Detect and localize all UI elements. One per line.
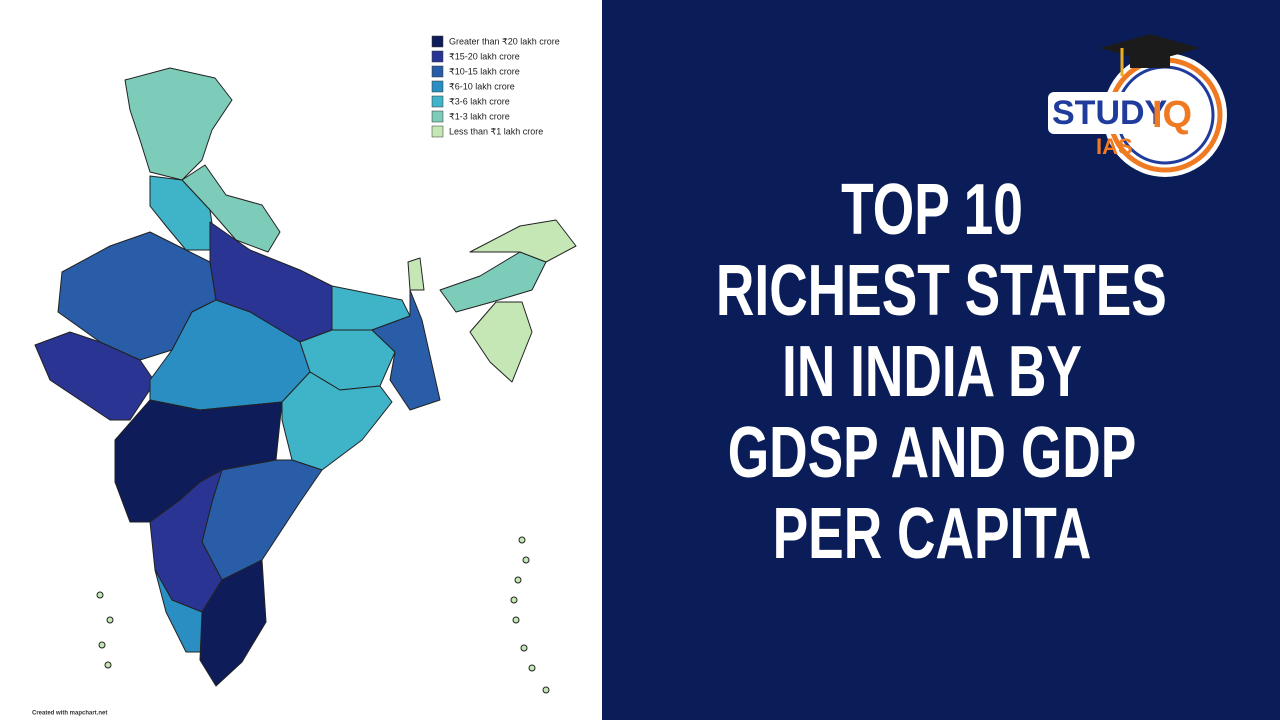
legend-swatch: [431, 65, 444, 78]
logo-badge: [1103, 53, 1227, 177]
map-island: [522, 556, 530, 564]
legend-label: ₹1-3 lakh crore: [449, 111, 510, 121]
map-region: [371, 289, 441, 411]
logo-cap: [1130, 52, 1170, 68]
map-region: [149, 175, 217, 251]
legend-swatch: [431, 50, 444, 63]
map-island: [98, 641, 106, 649]
legend-swatch: [431, 80, 444, 93]
legend-label: Less than ₹1 lakh crore: [449, 126, 543, 136]
title-line: IN INDIA BY: [782, 332, 1082, 412]
title-line: GDSP AND GDP: [727, 413, 1137, 493]
legend-label: ₹3-6 lakh crore: [449, 96, 510, 106]
map-island: [518, 536, 526, 544]
legend-swatch: [431, 35, 444, 48]
legend-swatch: [431, 110, 444, 123]
map-credit: Created with mapchart.net: [32, 711, 107, 717]
map-region: [407, 257, 425, 291]
title-line: TOP 10: [841, 170, 1023, 250]
map-island: [528, 664, 536, 672]
legend-swatch: [431, 95, 444, 108]
map-region: [281, 371, 393, 471]
map-region: [199, 559, 267, 687]
map-panel: Greater than ₹20 lakh crore ₹15-20 lakh c…: [0, 0, 602, 720]
map-region: [439, 251, 547, 313]
legend-label: Greater than ₹20 lakh crore: [449, 36, 560, 46]
legend-label: ₹6-10 lakh crore: [449, 81, 515, 91]
map-island: [510, 596, 518, 604]
map-island: [542, 686, 550, 694]
map-region: [34, 331, 156, 421]
title-line: RICHEST STATES: [715, 251, 1167, 331]
map-island: [106, 616, 114, 624]
title-line: PER CAPITA: [772, 494, 1092, 574]
logo-study: STUDY: [1052, 94, 1168, 132]
map-region: [181, 164, 281, 253]
map-region: [124, 67, 233, 181]
map-region: [469, 301, 533, 383]
legend-label: ₹15-20 lakh crore: [449, 51, 520, 61]
map-island: [514, 576, 522, 584]
india-map: Greater than ₹20 lakh crore ₹15-20 lakh c…: [32, 35, 577, 717]
map-island: [512, 616, 520, 624]
logo-cap: [1100, 34, 1200, 62]
map-island: [96, 591, 104, 599]
logo: STUDY IQ IAS: [1048, 34, 1227, 177]
map-island: [520, 644, 528, 652]
title: TOP 10 RICHEST STATES IN INDIA BY GDSP AND …: [640, 170, 1224, 575]
map-island: [104, 661, 112, 669]
logo-ias: IAS: [1096, 134, 1133, 159]
logo-plate: [1048, 92, 1158, 134]
legend-swatch: [431, 125, 444, 138]
map-region: [469, 219, 577, 263]
legend-label: ₹10-15 lakh crore: [449, 66, 520, 76]
logo-iq: IQ: [1152, 94, 1192, 136]
